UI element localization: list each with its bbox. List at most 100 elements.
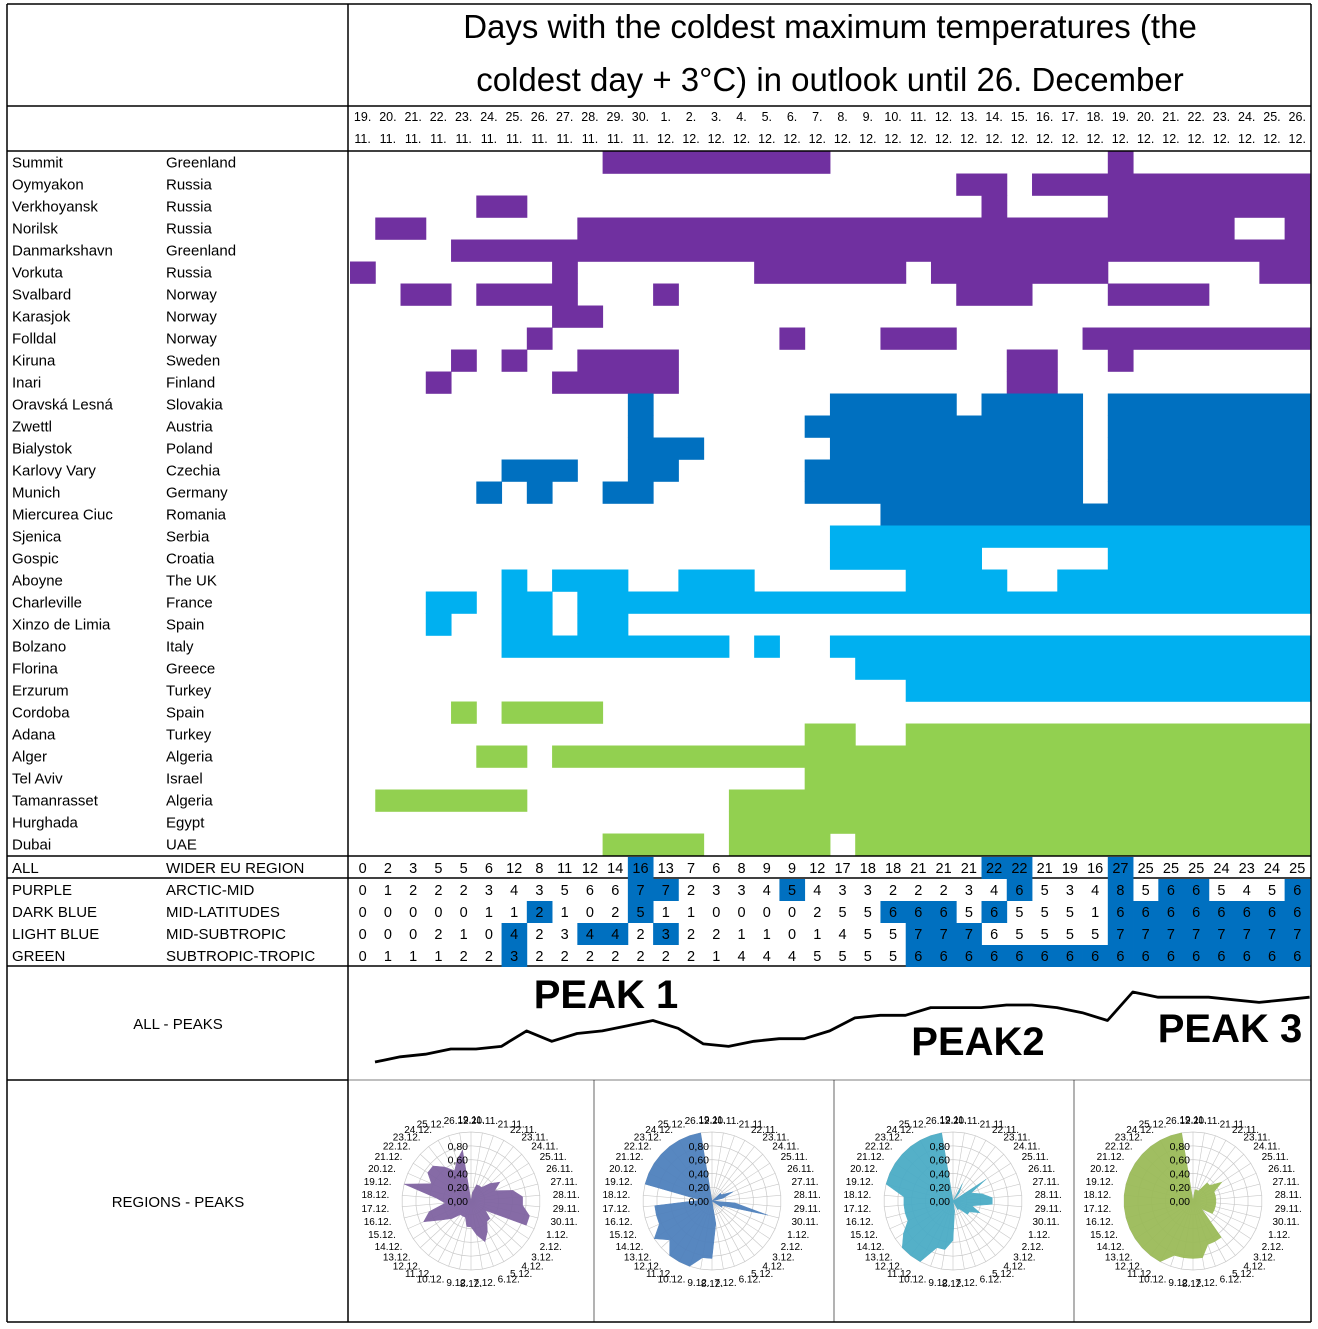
radar-spoke-1-16 (711, 1200, 746, 1262)
heatmap-cell-bolzano-71 (829, 635, 1311, 658)
summary-value-3-10: 4 (611, 927, 619, 943)
heatmap-cell-xinzo-de-limia-68 (577, 613, 629, 636)
heatmap-cell-aboyne-62 (1057, 569, 1311, 592)
date-day-8: 27. (556, 110, 573, 124)
radar-date-3-0: 19.11. (1179, 1115, 1206, 1126)
summary-value-4-3: 1 (434, 949, 442, 965)
date-day-16: 5. (762, 110, 772, 124)
summary-value-4-8: 2 (561, 949, 569, 965)
summary-highlight-2-35 (1234, 901, 1260, 923)
summary-value-3-11: 2 (636, 927, 644, 943)
summary-value-2-30: 6 (1116, 905, 1124, 921)
radar-tick-0-1: 0,20 (448, 1182, 469, 1194)
summary-value-0-3: 5 (434, 861, 442, 877)
radar-date-1-20: 9.12. (687, 1278, 709, 1289)
station-country-13: Poland (166, 441, 213, 458)
date-month-19: 12. (834, 132, 851, 146)
radar-date-1-33: 22.12. (624, 1142, 652, 1153)
summary-highlight-4-23 (930, 945, 957, 967)
date-day-12: 1. (661, 110, 671, 124)
radar-date-1-15: 4.12. (762, 1262, 784, 1273)
radar-date-3-25: 14.12. (1097, 1242, 1125, 1253)
radar-tick-2-2: 0,40 (930, 1168, 951, 1180)
summary-value-1-34: 5 (1217, 883, 1225, 899)
radar-date-0-30: 19.12. (364, 1177, 392, 1188)
station-country-16: Romania (166, 507, 227, 524)
radar-tick-3-1: 0,20 (1170, 1182, 1191, 1194)
summary-highlight-0-30 (1107, 857, 1134, 879)
heatmap-cell-svalbard-20 (956, 283, 1033, 306)
station-country-24: Turkey (166, 683, 212, 700)
summary-value-3-36: 7 (1268, 927, 1276, 943)
radar-date-2-29: 18.12. (843, 1190, 871, 1201)
summary-value-4-33: 6 (1192, 949, 1200, 965)
radar-date-1-1: 20.11. (712, 1116, 739, 1127)
radar-spoke-2-4 (952, 1146, 996, 1202)
heatmap-cell-verkhoyansk-5 (981, 195, 1008, 218)
summary-value-3-19: 4 (839, 927, 847, 943)
radar-date-0-11: 30.11. (551, 1217, 578, 1228)
summary-value-4-20: 5 (864, 949, 872, 965)
station-name-8: Folldal (12, 331, 56, 348)
radar-date-2-7: 26.11. (1028, 1164, 1055, 1175)
heatmap-cell-summit-0 (602, 151, 831, 174)
summary-value-2-13: 1 (687, 905, 695, 921)
radar-date-0-26: 15.12. (368, 1230, 396, 1241)
summary-highlight-0-11 (627, 857, 654, 879)
summary-value-1-5: 3 (485, 883, 493, 899)
summary-value-0-16: 9 (763, 861, 771, 877)
summary-region-3: MID-SUBTROPIC (166, 926, 286, 943)
radar-date-3-23: 12.12. (1115, 1262, 1143, 1273)
summary-value-0-20: 18 (860, 861, 876, 877)
summary-highlight-2-11 (627, 901, 654, 923)
station-country-30: Egypt (166, 815, 205, 832)
heatmap-cell-kiruna-31 (1107, 349, 1134, 372)
summary-highlight-1-17 (779, 879, 806, 901)
radar-tick-1-0: 0,00 (689, 1196, 710, 1208)
summary-value-3-32: 7 (1167, 927, 1175, 943)
station-country-23: Greece (166, 661, 215, 678)
summary-value-3-24: 7 (965, 927, 973, 943)
station-country-11: Slovakia (166, 397, 223, 414)
radar-date-1-32: 21.12. (616, 1152, 644, 1163)
summary-highlight-3-22 (905, 923, 932, 945)
radar-date-3-32: 21.12. (1097, 1152, 1125, 1163)
summary-value-3-21: 5 (889, 927, 897, 943)
summary-value-2-17: 0 (788, 905, 796, 921)
heatmap-cell-munich-51 (602, 481, 654, 504)
summary-value-2-35: 6 (1243, 905, 1251, 921)
date-day-36: 25. (1263, 110, 1280, 124)
station-name-26: Adana (12, 727, 56, 744)
station-country-17: Serbia (166, 529, 210, 546)
date-month-4: 11. (455, 132, 471, 146)
radar-date-0-23: 12.12. (393, 1262, 421, 1273)
summary-value-0-6: 12 (506, 861, 522, 877)
summary-value-0-33: 25 (1188, 861, 1204, 877)
radar-date-2-3: 22.11. (992, 1125, 1019, 1136)
radar-date-1-24: 13.12. (624, 1253, 652, 1264)
summary-region-2: MID-LATITUDES (166, 904, 280, 921)
summary-value-1-19: 3 (839, 883, 847, 899)
summary-value-1-27: 5 (1041, 883, 1049, 899)
radar-date-0-31: 20.12. (368, 1164, 396, 1175)
radar-date-3-20: 9.12. (1168, 1278, 1190, 1289)
date-day-29: 18. (1086, 110, 1103, 124)
radar-date-1-27: 16.12. (605, 1217, 633, 1228)
station-name-6: Svalbard (12, 287, 71, 304)
radar-date-3-21: 10.12. (1139, 1275, 1167, 1286)
radar-date-1-2: 21.11. (739, 1119, 766, 1130)
heatmap-cell-folldal-24 (779, 327, 806, 350)
summary-highlight-4-26 (1006, 945, 1033, 967)
station-country-25: Spain (166, 705, 204, 722)
summary-value-2-22: 6 (914, 905, 922, 921)
date-day-20: 9. (863, 110, 873, 124)
summary-value-2-24: 5 (965, 905, 973, 921)
summary-value-4-26: 6 (1015, 949, 1023, 965)
heatmap-cell-norilsk-7 (375, 217, 427, 240)
radar-date-2-22: 11.12. (887, 1269, 914, 1280)
summary-highlight-3-9 (577, 923, 603, 945)
date-day-11: 30. (632, 110, 649, 124)
summary-value-0-12: 13 (658, 861, 674, 877)
radar-date-3-31: 20.12. (1090, 1164, 1118, 1175)
summary-value-2-33: 6 (1192, 905, 1200, 921)
